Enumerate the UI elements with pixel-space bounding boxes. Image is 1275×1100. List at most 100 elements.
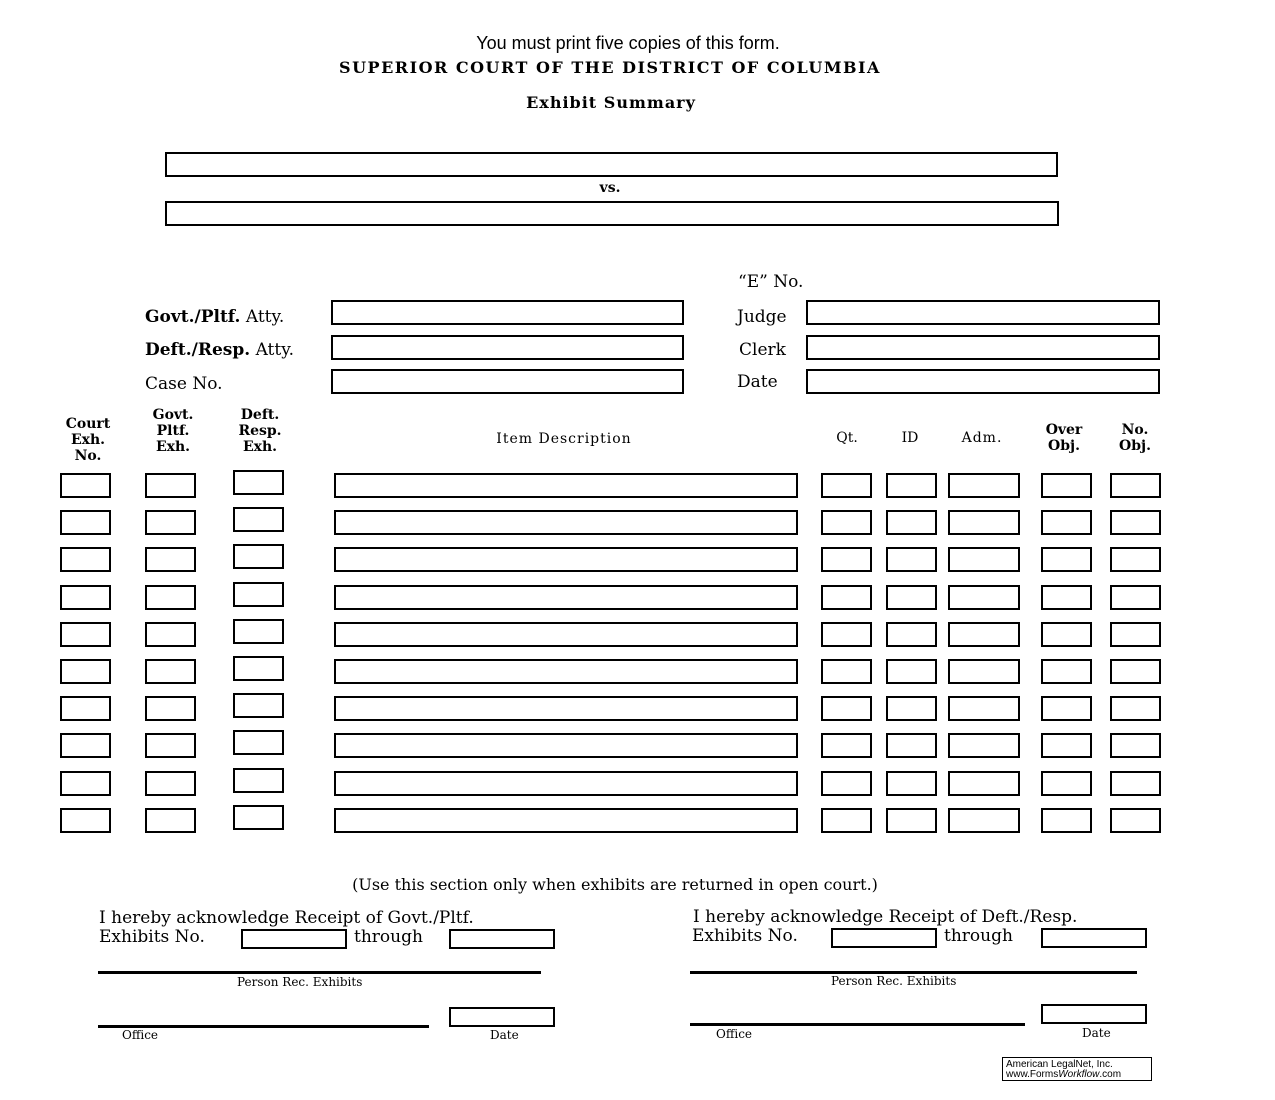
right-office-line[interactable]: [690, 1023, 1025, 1026]
over-obj-field[interactable]: [1041, 547, 1092, 573]
no-obj-field[interactable]: [1110, 770, 1161, 796]
over-obj-field[interactable]: [1041, 770, 1092, 796]
defendant-field[interactable]: [165, 201, 1059, 226]
court-exh-no-field[interactable]: [60, 584, 111, 610]
qt-field[interactable]: [821, 473, 872, 498]
qt-field[interactable]: [821, 696, 872, 722]
court-exh-no-field[interactable]: [60, 770, 111, 796]
court-exh-no-field[interactable]: [60, 696, 111, 722]
over-obj-field[interactable]: [1041, 584, 1092, 610]
left-exhibits-to-field[interactable]: [449, 929, 555, 949]
adm-field[interactable]: [948, 510, 1020, 536]
adm-field[interactable]: [948, 584, 1020, 610]
deft-atty-field[interactable]: [331, 335, 684, 360]
left-person-signature-line[interactable]: [98, 971, 541, 974]
govt-exh-field[interactable]: [145, 659, 196, 684]
deft-exh-field[interactable]: [233, 767, 284, 793]
left-date-field[interactable]: [449, 1007, 555, 1027]
item-description-field[interactable]: [334, 807, 798, 833]
deft-exh-field[interactable]: [233, 804, 284, 830]
id-field[interactable]: [886, 584, 937, 610]
item-description-field[interactable]: [334, 770, 798, 796]
item-description-field[interactable]: [334, 733, 798, 759]
deft-exh-field[interactable]: [233, 507, 284, 533]
qt-field[interactable]: [821, 659, 872, 684]
no-obj-field[interactable]: [1110, 733, 1161, 759]
govt-atty-field[interactable]: [331, 300, 684, 325]
adm-field[interactable]: [948, 547, 1020, 573]
court-exh-no-field[interactable]: [60, 659, 111, 684]
court-exh-no-field[interactable]: [60, 807, 111, 833]
adm-field[interactable]: [948, 473, 1020, 498]
plaintiff-field[interactable]: [165, 152, 1058, 177]
over-obj-field[interactable]: [1041, 733, 1092, 759]
qt-field[interactable]: [821, 547, 872, 573]
court-exh-no-field[interactable]: [60, 547, 111, 573]
adm-field[interactable]: [948, 807, 1020, 833]
right-exhibits-to-field[interactable]: [1041, 928, 1147, 948]
item-description-field[interactable]: [334, 510, 798, 536]
id-field[interactable]: [886, 733, 937, 759]
deft-exh-field[interactable]: [233, 656, 284, 681]
adm-field[interactable]: [948, 659, 1020, 684]
deft-exh-field[interactable]: [233, 581, 284, 607]
no-obj-field[interactable]: [1110, 473, 1161, 498]
court-exh-no-field[interactable]: [60, 733, 111, 759]
qt-field[interactable]: [821, 584, 872, 610]
date-field[interactable]: [806, 369, 1160, 394]
over-obj-field[interactable]: [1041, 659, 1092, 684]
qt-field[interactable]: [821, 807, 872, 833]
govt-exh-field[interactable]: [145, 770, 196, 796]
item-description-field[interactable]: [334, 584, 798, 610]
id-field[interactable]: [886, 510, 937, 536]
adm-field[interactable]: [948, 770, 1020, 796]
item-description-field[interactable]: [334, 659, 798, 684]
no-obj-field[interactable]: [1110, 621, 1161, 647]
id-field[interactable]: [886, 770, 937, 796]
over-obj-field[interactable]: [1041, 696, 1092, 722]
left-exhibits-from-field[interactable]: [241, 929, 347, 949]
govt-exh-field[interactable]: [145, 621, 196, 647]
court-exh-no-field[interactable]: [60, 473, 111, 498]
id-field[interactable]: [886, 621, 937, 647]
govt-exh-field[interactable]: [145, 696, 196, 722]
qt-field[interactable]: [821, 510, 872, 536]
id-field[interactable]: [886, 659, 937, 684]
govt-exh-field[interactable]: [145, 473, 196, 498]
qt-field[interactable]: [821, 770, 872, 796]
deft-exh-field[interactable]: [233, 470, 284, 495]
no-obj-field[interactable]: [1110, 807, 1161, 833]
court-exh-no-field[interactable]: [60, 510, 111, 536]
id-field[interactable]: [886, 547, 937, 573]
no-obj-field[interactable]: [1110, 659, 1161, 684]
right-exhibits-from-field[interactable]: [831, 928, 937, 948]
no-obj-field[interactable]: [1110, 510, 1161, 536]
right-date-field[interactable]: [1041, 1004, 1147, 1024]
adm-field[interactable]: [948, 621, 1020, 647]
clerk-field[interactable]: [806, 335, 1160, 360]
no-obj-field[interactable]: [1110, 584, 1161, 610]
qt-field[interactable]: [821, 621, 872, 647]
deft-exh-field[interactable]: [233, 693, 284, 719]
over-obj-field[interactable]: [1041, 807, 1092, 833]
left-office-line[interactable]: [98, 1025, 429, 1028]
item-description-field[interactable]: [334, 473, 798, 498]
item-description-field[interactable]: [334, 547, 798, 573]
id-field[interactable]: [886, 473, 937, 498]
adm-field[interactable]: [948, 733, 1020, 759]
over-obj-field[interactable]: [1041, 473, 1092, 498]
item-description-field[interactable]: [334, 621, 798, 647]
deft-exh-field[interactable]: [233, 544, 284, 570]
no-obj-field[interactable]: [1110, 696, 1161, 722]
govt-exh-field[interactable]: [145, 733, 196, 759]
adm-field[interactable]: [948, 696, 1020, 722]
over-obj-field[interactable]: [1041, 510, 1092, 536]
govt-exh-field[interactable]: [145, 510, 196, 536]
id-field[interactable]: [886, 696, 937, 722]
qt-field[interactable]: [821, 733, 872, 759]
court-exh-no-field[interactable]: [60, 621, 111, 647]
deft-exh-field[interactable]: [233, 730, 284, 756]
right-person-signature-line[interactable]: [690, 971, 1137, 974]
over-obj-field[interactable]: [1041, 621, 1092, 647]
govt-exh-field[interactable]: [145, 584, 196, 610]
